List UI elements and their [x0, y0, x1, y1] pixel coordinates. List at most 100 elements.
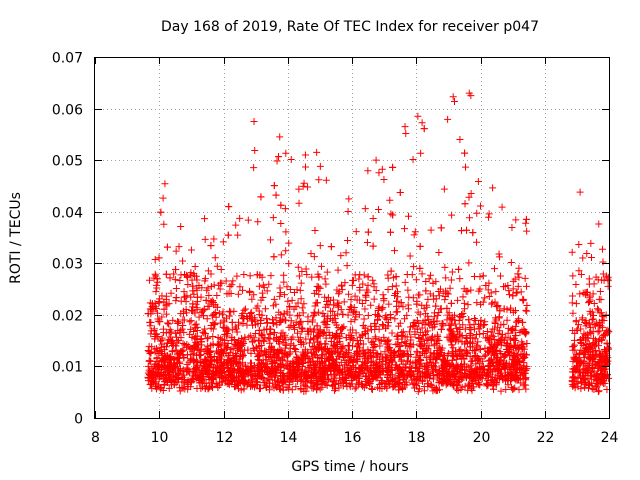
- data-point: [236, 283, 244, 291]
- data-point: [157, 337, 165, 345]
- data-point: [363, 286, 371, 294]
- data-point: [411, 228, 419, 236]
- data-point: [152, 281, 160, 289]
- data-point: [313, 322, 321, 330]
- data-point: [239, 286, 247, 294]
- data-point: [220, 318, 228, 326]
- data-point: [325, 349, 333, 357]
- data-point: [314, 283, 322, 291]
- data-point: [587, 239, 595, 247]
- data-point: [322, 280, 330, 288]
- data-point: [418, 324, 426, 332]
- data-point: [504, 281, 512, 289]
- data-point: [251, 146, 259, 154]
- data-point: [227, 345, 235, 353]
- data-point: [301, 151, 309, 159]
- data-point: [156, 318, 164, 326]
- data-point: [499, 376, 507, 384]
- data-point: [398, 339, 406, 347]
- data-point: [452, 337, 460, 345]
- data-point: [369, 214, 377, 222]
- data-point: [483, 327, 491, 335]
- data-point: [484, 365, 492, 373]
- data-point: [596, 288, 604, 296]
- data-point: [572, 280, 580, 288]
- data-point: [352, 383, 360, 391]
- data-point: [573, 326, 581, 334]
- data-point: [511, 307, 519, 315]
- data-point: [240, 378, 248, 386]
- data-point: [274, 354, 282, 362]
- data-point: [270, 253, 278, 261]
- data-point: [507, 258, 515, 266]
- data-point: [262, 363, 270, 371]
- data-point: [581, 291, 589, 299]
- data-point: [228, 334, 236, 342]
- data-point: [184, 385, 192, 393]
- data-point: [170, 270, 178, 278]
- data-point: [368, 385, 376, 393]
- data-point: [367, 322, 375, 330]
- data-point: [179, 322, 187, 330]
- data-point: [471, 376, 479, 384]
- data-point: [380, 295, 388, 303]
- data-point: [222, 373, 230, 381]
- data-point: [329, 377, 337, 385]
- data-point: [412, 376, 420, 384]
- data-point: [159, 194, 167, 202]
- data-point: [243, 321, 251, 329]
- data-point: [370, 295, 378, 303]
- data-point: [462, 287, 470, 295]
- data-point: [515, 375, 523, 383]
- data-point: [195, 377, 203, 385]
- data-point: [284, 362, 292, 370]
- data-point: [347, 306, 355, 314]
- data-point: [506, 334, 514, 342]
- data-point: [229, 277, 237, 285]
- data-point: [270, 320, 278, 328]
- data-point: [207, 242, 215, 250]
- data-point: [326, 352, 334, 360]
- data-point: [470, 314, 478, 322]
- data-point: [308, 273, 316, 281]
- data-point: [437, 349, 445, 357]
- data-point: [239, 314, 247, 322]
- data-point: [192, 365, 200, 373]
- data-point: [267, 272, 275, 280]
- data-point: [401, 123, 409, 131]
- data-point: [351, 385, 359, 393]
- data-point: [321, 365, 329, 373]
- data-point: [409, 380, 417, 388]
- data-point: [599, 258, 607, 266]
- data-point: [575, 267, 583, 275]
- data-point: [404, 301, 412, 309]
- data-point: [313, 148, 321, 156]
- data-point: [371, 325, 379, 333]
- data-point: [437, 325, 445, 333]
- data-point: [372, 374, 380, 382]
- data-point: [232, 351, 240, 359]
- data-point: [486, 336, 494, 344]
- data-point: [420, 125, 428, 133]
- data-point: [299, 369, 307, 377]
- data-point: [384, 343, 392, 351]
- data-point: [520, 362, 528, 370]
- x-tick-label: 8: [91, 430, 100, 446]
- data-point: [437, 224, 445, 232]
- data-point: [358, 363, 366, 371]
- data-point: [580, 334, 588, 342]
- data-point: [258, 332, 266, 340]
- data-point: [572, 353, 580, 361]
- data-point: [484, 381, 492, 389]
- data-point: [232, 221, 240, 229]
- data-point: [386, 228, 394, 236]
- data-point: [595, 295, 603, 303]
- data-point: [276, 133, 284, 141]
- data-point: [209, 370, 217, 378]
- data-point: [297, 377, 305, 385]
- data-point: [488, 359, 496, 367]
- data-point: [187, 246, 195, 254]
- data-point: [147, 380, 155, 388]
- data-point: [302, 335, 310, 343]
- data-point: [604, 326, 612, 334]
